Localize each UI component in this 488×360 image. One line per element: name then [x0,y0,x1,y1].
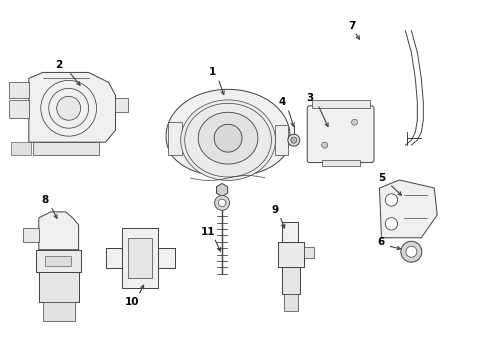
Text: 3: 3 [305,93,313,103]
Text: 11: 11 [201,227,215,237]
Polygon shape [168,122,182,155]
FancyBboxPatch shape [306,106,373,163]
Polygon shape [36,250,81,272]
Text: 5: 5 [377,173,385,183]
Text: 9: 9 [271,205,278,215]
Circle shape [214,195,229,210]
Polygon shape [277,242,303,267]
Polygon shape [281,222,297,242]
Polygon shape [321,160,359,166]
Polygon shape [198,112,258,164]
Polygon shape [181,100,275,180]
Polygon shape [216,184,227,197]
Circle shape [385,218,397,230]
Circle shape [405,246,416,257]
Polygon shape [281,267,299,293]
Text: 7: 7 [347,21,355,31]
Circle shape [290,137,296,143]
Polygon shape [274,125,287,155]
Polygon shape [379,180,436,238]
Polygon shape [303,247,313,258]
Polygon shape [33,142,99,155]
Circle shape [287,134,299,146]
Polygon shape [39,212,79,250]
Polygon shape [184,103,271,177]
Text: 2: 2 [55,60,62,71]
Polygon shape [39,272,79,302]
Text: 10: 10 [125,297,140,306]
Polygon shape [122,228,158,288]
Text: 1: 1 [208,67,215,77]
Circle shape [400,241,421,262]
Polygon shape [23,228,39,242]
Polygon shape [45,256,71,266]
Text: 4: 4 [278,97,285,107]
Polygon shape [166,89,289,176]
Polygon shape [311,100,369,108]
Polygon shape [115,98,128,112]
Polygon shape [9,100,29,118]
Circle shape [218,199,225,207]
Polygon shape [9,82,29,98]
Polygon shape [214,124,242,152]
Text: 8: 8 [41,195,48,205]
Polygon shape [42,302,75,321]
Circle shape [321,142,327,148]
Text: 6: 6 [377,237,385,247]
Polygon shape [29,72,115,142]
Polygon shape [105,248,175,268]
Polygon shape [128,238,152,278]
Circle shape [385,194,397,206]
Polygon shape [11,142,31,155]
Circle shape [351,119,357,125]
Polygon shape [283,293,297,311]
Circle shape [57,96,81,120]
